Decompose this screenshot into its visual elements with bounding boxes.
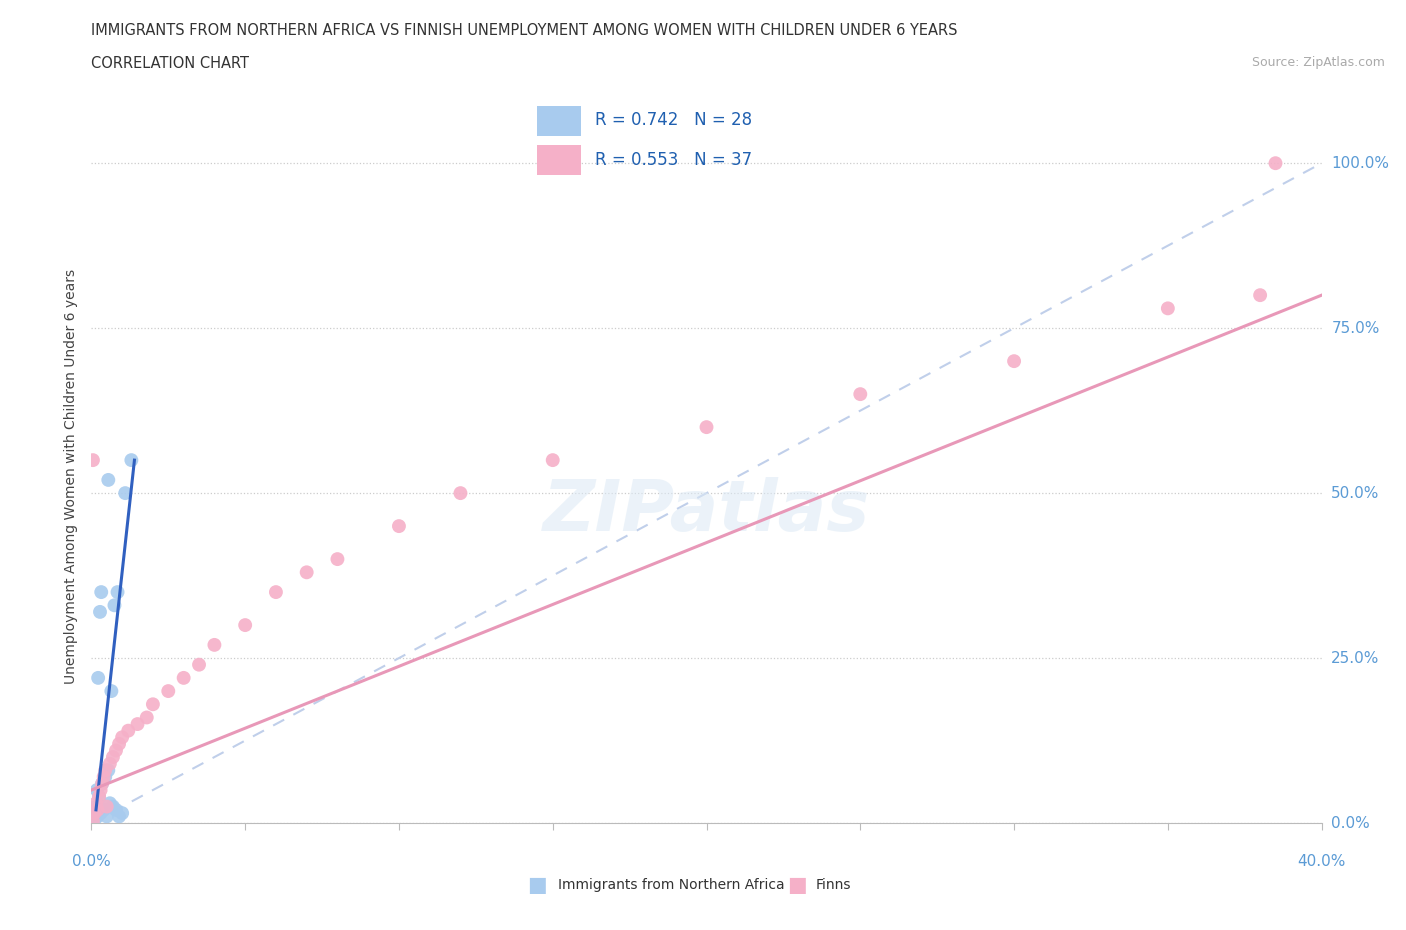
- Text: 100.0%: 100.0%: [1331, 155, 1389, 171]
- Point: [98, 796, 121, 811]
- Point: [111, 805, 134, 820]
- Bar: [537, 106, 581, 136]
- Point: [105, 803, 127, 817]
- Point: [86, 809, 108, 824]
- Point: [295, 565, 318, 579]
- Text: Source: ZipAtlas.com: Source: ZipAtlas.com: [1251, 56, 1385, 69]
- Point: [96, 799, 118, 814]
- Point: [695, 419, 717, 434]
- Text: IMMIGRANTS FROM NORTHERN AFRICA VS FINNISH UNEMPLOYMENT AMONG WOMEN WITH CHILDRE: IMMIGRANTS FROM NORTHERN AFRICA VS FINNI…: [91, 23, 957, 38]
- Text: 40.0%: 40.0%: [1298, 854, 1346, 869]
- Point: [1002, 353, 1025, 368]
- Point: [87, 671, 110, 685]
- Text: CORRELATION CHART: CORRELATION CHART: [91, 56, 249, 71]
- Point: [98, 756, 121, 771]
- Point: [103, 598, 125, 613]
- Point: [83, 812, 105, 827]
- Point: [111, 730, 134, 745]
- Point: [101, 799, 124, 814]
- Point: [83, 810, 105, 825]
- Point: [82, 453, 104, 468]
- Text: Immigrants from Northern Africa: Immigrants from Northern Africa: [558, 878, 785, 893]
- Text: 25.0%: 25.0%: [1331, 651, 1379, 666]
- Text: R = 0.742   N = 28: R = 0.742 N = 28: [595, 112, 752, 129]
- Point: [96, 809, 118, 824]
- Point: [89, 604, 111, 619]
- Point: [82, 814, 104, 829]
- Text: 0.0%: 0.0%: [72, 854, 111, 869]
- Point: [1249, 287, 1271, 302]
- Point: [93, 769, 115, 784]
- Point: [87, 790, 110, 804]
- Point: [86, 783, 108, 798]
- Point: [117, 724, 139, 738]
- Text: 50.0%: 50.0%: [1331, 485, 1379, 500]
- Point: [94, 763, 117, 777]
- Point: [127, 717, 149, 732]
- Point: [84, 799, 107, 814]
- Text: 75.0%: 75.0%: [1331, 321, 1379, 336]
- Point: [94, 769, 117, 784]
- Point: [1264, 155, 1286, 170]
- Point: [90, 783, 112, 798]
- Point: [90, 585, 112, 600]
- Point: [83, 805, 105, 820]
- Point: [82, 814, 104, 829]
- Text: R = 0.553   N = 37: R = 0.553 N = 37: [595, 152, 752, 169]
- Point: [97, 763, 120, 777]
- Point: [97, 472, 120, 487]
- Point: [86, 803, 108, 817]
- Point: [105, 743, 127, 758]
- Point: [87, 790, 110, 804]
- Point: [120, 453, 142, 468]
- Point: [388, 519, 411, 534]
- Point: [173, 671, 195, 685]
- Point: [135, 710, 157, 724]
- Text: 0.0%: 0.0%: [1331, 816, 1369, 830]
- Point: [233, 618, 256, 632]
- Point: [449, 485, 471, 500]
- Text: Finns: Finns: [815, 878, 851, 893]
- Bar: [537, 145, 581, 175]
- Point: [101, 750, 124, 764]
- Point: [157, 684, 180, 698]
- Text: ■: ■: [527, 875, 547, 896]
- Point: [188, 658, 211, 672]
- Point: [91, 776, 114, 790]
- Point: [93, 803, 115, 817]
- Point: [264, 585, 287, 600]
- Point: [84, 807, 107, 822]
- Point: [142, 697, 165, 711]
- Point: [326, 551, 349, 566]
- Text: ZIPatlas: ZIPatlas: [543, 477, 870, 546]
- Text: ■: ■: [787, 875, 807, 896]
- Point: [849, 387, 872, 402]
- Point: [107, 585, 129, 600]
- Point: [541, 453, 564, 468]
- Point: [100, 684, 122, 698]
- Point: [108, 737, 131, 751]
- Point: [108, 809, 131, 824]
- Point: [84, 796, 107, 811]
- Point: [114, 485, 136, 500]
- Point: [91, 776, 114, 790]
- Point: [202, 637, 225, 652]
- Y-axis label: Unemployment Among Women with Children Under 6 years: Unemployment Among Women with Children U…: [65, 269, 79, 684]
- Point: [90, 805, 112, 820]
- Point: [1157, 301, 1180, 316]
